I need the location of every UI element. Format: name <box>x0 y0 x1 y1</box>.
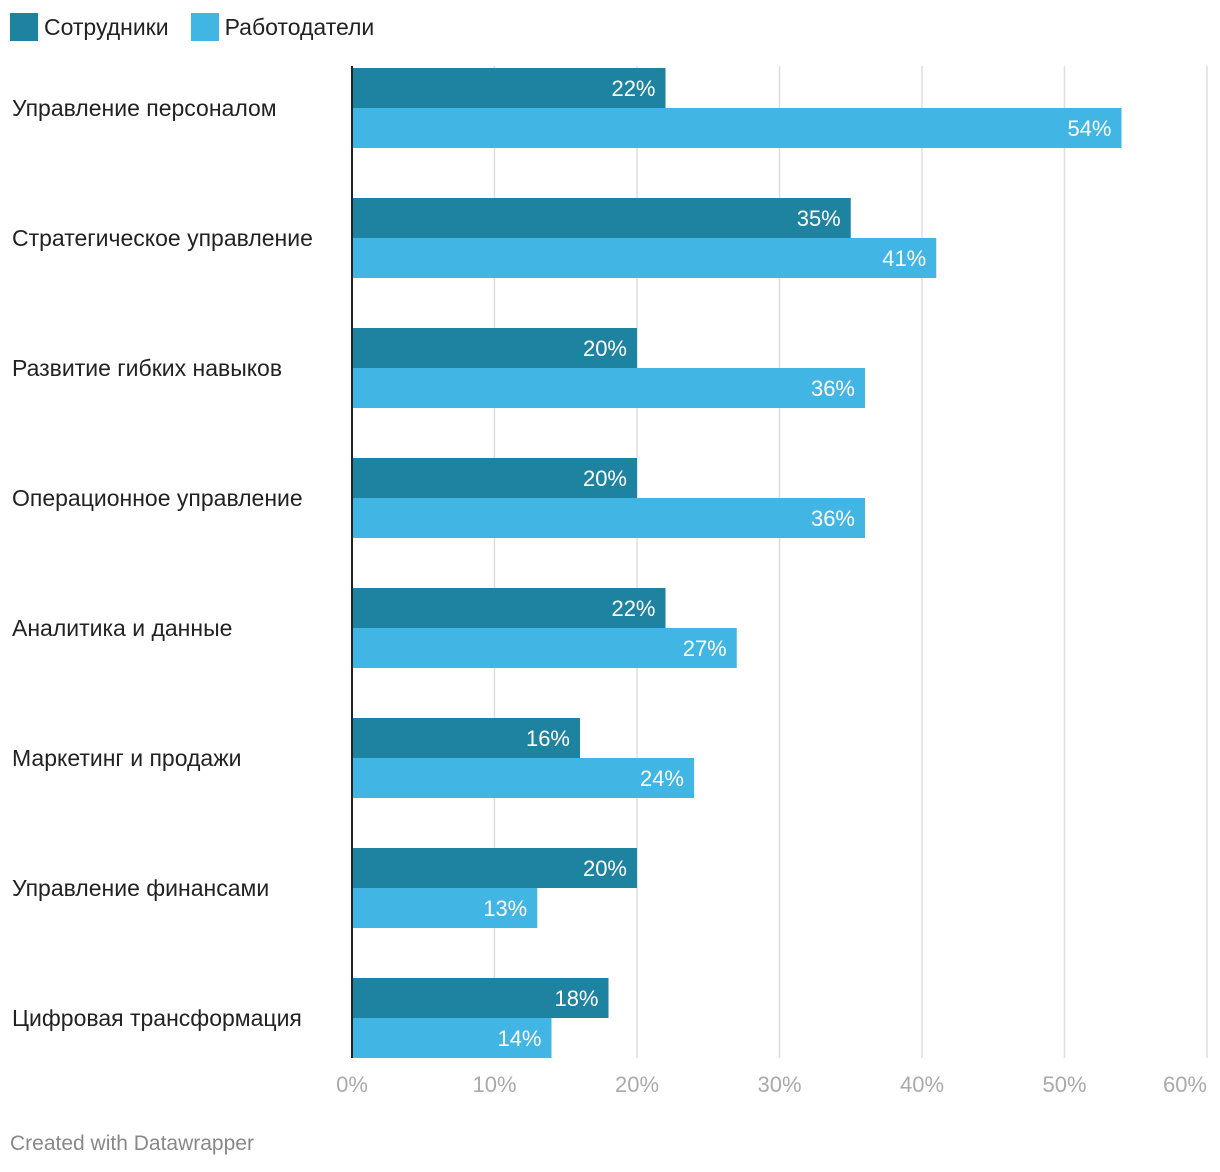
category-label: Стратегическое управление <box>12 225 313 251</box>
category-label: Маркетинг и продажи <box>12 745 241 771</box>
value-label-employers: 27% <box>683 636 727 661</box>
category-label: Управление финансами <box>12 875 269 901</box>
value-label-employees: 16% <box>526 726 570 751</box>
value-label-employers: 41% <box>882 246 926 271</box>
x-tick-label-30: 30% <box>757 1072 801 1097</box>
legend-swatch-employers <box>190 13 219 41</box>
chart-legend: Сотрудники Работодатели <box>10 12 396 42</box>
value-label-employees: 22% <box>611 596 655 621</box>
legend-item-employers: Работодатели <box>190 13 375 41</box>
datawrapper-credit: Created with Datawrapper <box>10 1132 254 1155</box>
x-tick-label-60: 60% <box>1163 1072 1207 1097</box>
value-label-employers: 36% <box>811 376 855 401</box>
x-tick-label-10: 10% <box>472 1072 516 1097</box>
value-label-employees: 20% <box>583 856 627 881</box>
category-label: Цифровая трансформация <box>12 1005 302 1031</box>
bar-chart: 0% 10% 20% 30% 40% 50% 60% Управление персонало… <box>12 66 1208 1097</box>
bar-employers <box>352 498 865 538</box>
category-label: Управление персоналом <box>12 95 277 121</box>
legend-label-employers: Работодатели <box>224 13 375 40</box>
category-label: Аналитика и данные <box>12 615 232 641</box>
value-label-employees: 20% <box>583 336 627 361</box>
bar-employers <box>352 888 538 928</box>
legend-label-employees: Сотрудники <box>44 13 169 40</box>
bar-employees <box>352 588 666 628</box>
value-label-employers: 54% <box>1067 116 1111 141</box>
bar-employees <box>352 328 637 368</box>
bar-employees <box>352 718 580 758</box>
category-label: Операционное управление <box>12 485 303 511</box>
bar-employees <box>352 978 609 1018</box>
value-label-employers: 14% <box>497 1026 541 1051</box>
bar-employees <box>352 68 666 108</box>
legend-swatch-employees <box>10 13 38 41</box>
bar-employers <box>352 368 865 408</box>
value-label-employers: 36% <box>811 506 855 531</box>
bar-employers <box>352 238 937 278</box>
bar-employees <box>352 198 851 238</box>
legend-item-employees: Сотрудники <box>10 13 169 41</box>
bar-employees <box>352 848 637 888</box>
bar-employees <box>352 458 637 498</box>
bar-employers <box>352 758 694 798</box>
category-label: Развитие гибких навыков <box>12 355 282 381</box>
x-tick-label-50: 50% <box>1042 1072 1086 1097</box>
value-label-employees: 18% <box>554 986 598 1011</box>
bar-employers <box>352 1018 552 1058</box>
value-label-employers: 24% <box>640 766 684 791</box>
x-tick-label-20: 20% <box>615 1072 659 1097</box>
value-label-employers: 13% <box>483 896 527 921</box>
value-label-employees: 35% <box>797 206 841 231</box>
x-tick-label-0: 0% <box>336 1072 368 1097</box>
value-label-employees: 22% <box>611 76 655 101</box>
bar-employers <box>352 108 1122 148</box>
value-label-employees: 20% <box>583 466 627 491</box>
bar-employers <box>352 628 737 668</box>
x-tick-label-40: 40% <box>900 1072 944 1097</box>
